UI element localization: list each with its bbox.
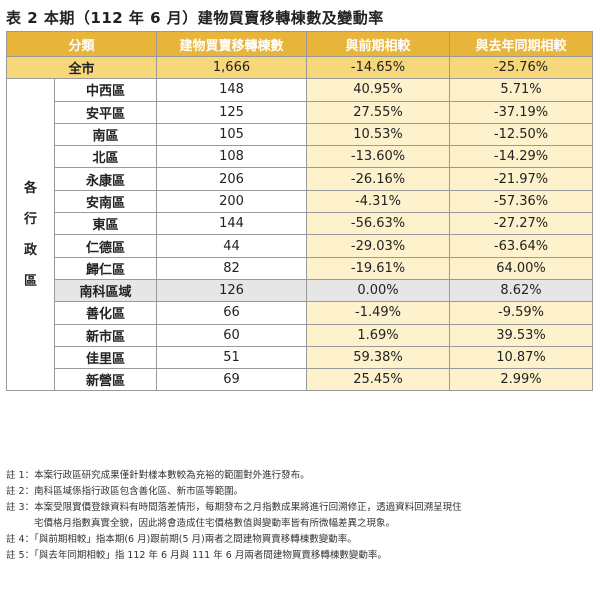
table-row: 南區 105 10.53% -12.50% xyxy=(7,122,594,147)
district-name: 新市區 xyxy=(53,323,158,347)
note-2: 註 2：南科區域係指行政區包含善化區、新市區等範圍。 xyxy=(6,486,244,497)
table-row: 東區 144 -56.63% -27.27% xyxy=(7,212,594,236)
table-row: 安平區 125 27.55% -37.19% xyxy=(7,100,594,124)
table-row: 善化區 66 -1.49% -9.59% xyxy=(7,301,594,325)
table-row: 北區 108 -13.60% -14.29% xyxy=(7,145,594,169)
nanke-name: 南科區域 xyxy=(53,278,158,303)
count-cell: 69 xyxy=(156,368,308,392)
yoy-cell: 5.71% xyxy=(449,78,594,102)
prev-cell: 10.53% xyxy=(306,122,451,147)
prev-cell: 59.38% xyxy=(306,345,451,370)
district-name: 善化區 xyxy=(53,301,158,325)
total-prev: -14.65% xyxy=(306,55,451,80)
prev-cell: -4.31% xyxy=(306,189,451,214)
district-name: 東區 xyxy=(53,212,158,236)
side-char: 區 xyxy=(23,273,37,289)
total-row: 全市 1,666 -14.65% -25.76% xyxy=(5,55,594,80)
prev-cell: 27.55% xyxy=(306,100,451,124)
yoy-cell: -12.50% xyxy=(449,122,594,147)
table-row: 新市區 60 1.69% 39.53% xyxy=(7,323,594,347)
table-row: 安南區 200 -4.31% -57.36% xyxy=(7,189,594,214)
transfer-table: 分類 建物買賣移轉棟數 與前期相較 與去年同期相較 全市 1,666 -14.6… xyxy=(5,31,594,392)
side-char: 行 xyxy=(23,211,37,227)
district-name: 安平區 xyxy=(53,100,158,124)
count-cell: 200 xyxy=(156,189,308,214)
district-name: 永康區 xyxy=(53,167,158,191)
district-name: 仁德區 xyxy=(53,234,158,258)
note-1: 註 1：本案行政區研究成果僅針對樣本數較為充裕的範圍對外進行發布。 xyxy=(6,470,310,481)
note-5: 註 5：「與去年同期相較」指 112 年 6 月與 111 年 6 月兩者間建物… xyxy=(6,550,387,561)
prev-cell: -1.49% xyxy=(306,301,451,325)
table-row: 佳里區 51 59.38% 10.87% xyxy=(7,345,594,370)
count-cell: 105 xyxy=(156,122,308,147)
side-char: 各 xyxy=(23,180,37,196)
note-3-line1: 註 3：本案受限實價登錄資料有時間落差情形，每期發布之月指數成果將進行回溯修正，… xyxy=(6,502,462,513)
prev-cell: 40.95% xyxy=(306,78,451,102)
count-cell: 125 xyxy=(156,100,308,124)
side-char: 政 xyxy=(23,242,37,258)
count-cell: 44 xyxy=(156,234,308,258)
count-cell: 82 xyxy=(156,256,308,280)
yoy-cell: 39.53% xyxy=(449,323,594,347)
count-cell: 206 xyxy=(156,167,308,191)
district-name: 歸仁區 xyxy=(53,256,158,280)
yoy-cell: 2.99% xyxy=(449,368,594,392)
nanke-count: 126 xyxy=(156,278,308,303)
table-row: 永康區 206 -26.16% -21.97% xyxy=(7,167,594,191)
district-name: 新營區 xyxy=(53,368,158,392)
district-name: 佳里區 xyxy=(53,345,158,370)
yoy-cell: -14.29% xyxy=(449,145,594,169)
total-count: 1,666 xyxy=(156,55,308,80)
yoy-cell: -21.97% xyxy=(449,167,594,191)
count-cell: 51 xyxy=(156,345,308,370)
nanke-row: 南科區域 126 0.00% 8.62% xyxy=(7,278,594,303)
prev-cell: -29.03% xyxy=(306,234,451,258)
prev-cell: 25.45% xyxy=(306,368,451,392)
prev-cell: -13.60% xyxy=(306,145,451,169)
nanke-yoy: 8.62% xyxy=(449,278,594,303)
count-cell: 144 xyxy=(156,212,308,236)
header-prev: 與前期相較 xyxy=(306,31,451,57)
count-cell: 60 xyxy=(156,323,308,347)
yoy-cell: 10.87% xyxy=(449,345,594,370)
header-yoy: 與去年同期相較 xyxy=(449,31,594,57)
side-label: 各 行 政 區 xyxy=(6,78,55,392)
table-row: 各 行 政 區 中西區 148 40.95% 5.71% xyxy=(6,78,594,392)
table-row: 新營區 69 25.45% 2.99% xyxy=(7,368,594,392)
yoy-cell: -57.36% xyxy=(449,189,594,214)
table-title: 表 2 本期（112 年 6 月）建物買賣移轉棟數及變動率 xyxy=(6,9,384,27)
total-yoy: -25.76% xyxy=(449,55,594,80)
count-cell: 108 xyxy=(156,145,308,169)
notes: 註 1：本案行政區研究成果僅針對樣本數較為充裕的範圍對外進行發布。 註 2：南科… xyxy=(6,468,594,564)
nanke-prev: 0.00% xyxy=(306,278,451,303)
yoy-cell: -63.64% xyxy=(449,234,594,258)
prev-cell: -26.16% xyxy=(306,167,451,191)
header-row: 分類 建物買賣移轉棟數 與前期相較 與去年同期相較 xyxy=(5,31,594,57)
count-cell: 66 xyxy=(156,301,308,325)
yoy-cell: 64.00% xyxy=(449,256,594,280)
total-name: 全市 xyxy=(5,55,158,80)
district-name: 南區 xyxy=(53,122,158,147)
district-name: 中西區 xyxy=(53,78,158,102)
prev-cell: -56.63% xyxy=(306,212,451,236)
prev-cell: -19.61% xyxy=(306,256,451,280)
prev-cell: 1.69% xyxy=(306,323,451,347)
table-row: 歸仁區 82 -19.61% 64.00% xyxy=(7,256,594,280)
district-name: 北區 xyxy=(53,145,158,169)
count-cell: 148 xyxy=(156,78,308,102)
yoy-cell: -9.59% xyxy=(449,301,594,325)
header-category: 分類 xyxy=(5,31,158,57)
district-name: 安南區 xyxy=(53,189,158,214)
header-count: 建物買賣移轉棟數 xyxy=(156,31,308,57)
yoy-cell: -37.19% xyxy=(449,100,594,124)
yoy-cell: -27.27% xyxy=(449,212,594,236)
note-3-line2: 宅價格月指數真實全貌，因此將會造成住宅價格數值與變動率皆有所微幅差異之現象。 xyxy=(34,518,396,529)
note-3: 註 3：本案受限實價登錄資料有時間落差情形，每期發布之月指數成果將進行回溯修正，… xyxy=(6,500,594,532)
note-4: 註 4：「與前期相較」指本期(6 月)跟前期(5 月)兩者之間建物買賣移轉棟數變… xyxy=(6,534,357,545)
table-row: 仁德區 44 -29.03% -63.64% xyxy=(7,234,594,258)
